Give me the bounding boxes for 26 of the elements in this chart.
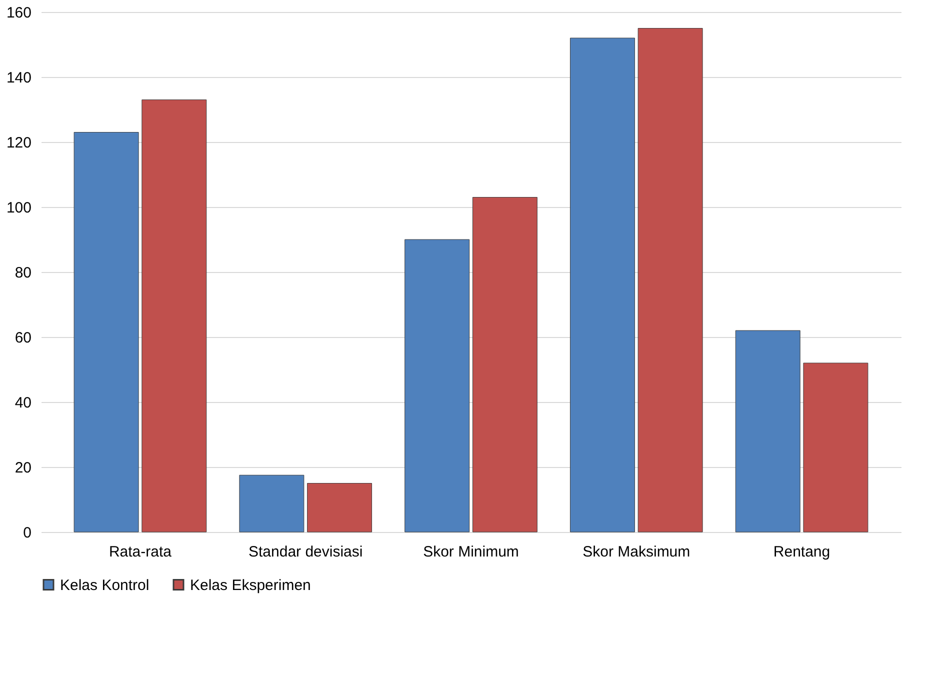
bar [472,197,538,532]
bar [239,474,304,532]
x-tick-label: Standar devisiasi [248,544,363,560]
bar [74,132,139,532]
bar [142,100,207,532]
y-tick-label: 20 [14,460,32,476]
y-tick-label: 100 [6,200,32,216]
x-tick-label: Skor Maksimum [582,544,690,560]
y-tick-label: 80 [14,264,32,282]
bar [404,239,470,532]
y-tick-label: 0 [23,524,32,542]
bar [638,28,703,532]
x-tick-label: Rata-rata [108,544,172,560]
y-tick-label: 120 [6,134,32,152]
x-tick-label: Skor Minimum [423,544,519,560]
legend-label: Kelas Kontrol [60,576,150,594]
y-tick-label: 160 [6,4,32,22]
bar [803,362,868,532]
bar [307,483,372,532]
bar [735,330,800,532]
bar [570,38,635,532]
y-tick-label: 60 [14,330,32,346]
y-tick-label: 40 [14,394,32,412]
x-tick-label: Rentang [773,544,830,560]
legend-label: Kelas Eksperimen [190,576,311,594]
y-tick-label: 140 [6,70,32,86]
